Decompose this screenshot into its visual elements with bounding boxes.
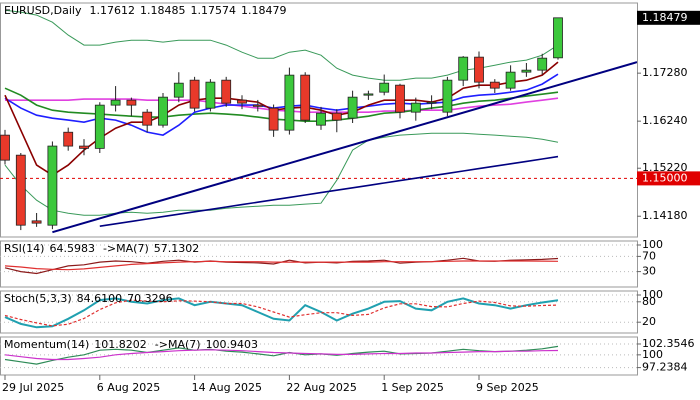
- plot-area: [0, 9, 637, 234]
- candle-body: [316, 112, 326, 126]
- candle-body: [31, 220, 42, 224]
- candle-body: [458, 56, 469, 81]
- candle-body: [426, 101, 437, 104]
- candle-body: [252, 104, 263, 107]
- line-series: [4, 345, 559, 365]
- line-series: [5, 97, 559, 113]
- ma-title: ->MA(7): [155, 338, 201, 351]
- candle-body: [300, 74, 311, 121]
- candle-body: [79, 145, 89, 149]
- y-tick-label: 20: [642, 315, 656, 328]
- readout: 101.8202: [94, 338, 147, 351]
- candle-body: [442, 79, 453, 113]
- ohlc-value: 1.18479: [241, 4, 287, 17]
- y-tick-label: 100: [642, 238, 663, 251]
- line-series: [4, 297, 559, 329]
- candle-body: [489, 81, 500, 89]
- candle-body: [15, 154, 26, 226]
- trendline: [52, 61, 637, 234]
- candle-body: [395, 84, 405, 113]
- chart-header: EURUSD,Daily 1.17612 1.18485 1.17574 1.18479: [4, 4, 286, 17]
- y-tick-label: 100: [642, 348, 663, 361]
- y-tick-label: 80: [642, 295, 656, 308]
- candle-body: [521, 69, 532, 73]
- panel-title: Stoch(5,3,3): [4, 292, 72, 305]
- panel-header: Stoch(5,3,3) 84.6100 70.3296: [4, 292, 173, 305]
- candle-body: [474, 56, 484, 83]
- readout: 100.9403: [206, 338, 259, 351]
- line-series: [99, 155, 559, 227]
- panel-title: RSI(14): [4, 242, 44, 255]
- line-series: [4, 299, 559, 327]
- line-series: [4, 132, 559, 216]
- y-tick-label: 1.14180: [642, 209, 688, 222]
- readout: 57.1302: [154, 242, 200, 255]
- ma-title: ->MA(7): [103, 242, 149, 255]
- candle-body: [363, 93, 374, 96]
- candle-body: [410, 102, 421, 113]
- readout: 70.3296: [127, 292, 173, 305]
- candle-body: [0, 134, 10, 161]
- panel-title: Momentum(14): [4, 338, 89, 351]
- line-series: [4, 260, 559, 271]
- candle-body: [158, 96, 168, 126]
- x-tick-label: 22 Aug 2025: [286, 381, 356, 394]
- level-tag: [637, 171, 700, 186]
- line-series: [4, 349, 559, 361]
- y-tick-label: 1.15220: [642, 161, 688, 174]
- x-tick-label: 9 Sep 2025: [476, 381, 539, 394]
- panel-frame: [0, 2, 638, 238]
- candle-body: [553, 17, 563, 59]
- y-tick-label: 1.16240: [642, 114, 688, 127]
- candle-body: [379, 82, 390, 93]
- x-tick-label: 6 Aug 2025: [97, 381, 160, 394]
- candle-body: [47, 145, 58, 226]
- ohlc-value: 1.17574: [190, 4, 236, 17]
- candle-body: [142, 111, 153, 126]
- candle-body: [126, 99, 137, 106]
- y-tick-label: 30: [642, 265, 656, 278]
- price-tag: [637, 10, 700, 25]
- ohlc-value: 1.17612: [89, 4, 135, 17]
- candle-body: [347, 96, 358, 119]
- panel-header: RSI(14) 64.5983 ->MA(7) 57.1302: [4, 242, 199, 255]
- panel-frame: [0, 240, 638, 288]
- y-tick-label: 100: [642, 288, 663, 301]
- candle-body: [537, 57, 548, 71]
- panel-header: Momentum(14) 101.8202 ->MA(7) 100.9403: [4, 338, 258, 351]
- y-tick-label: 1.17280: [642, 66, 688, 79]
- candle-body: [237, 99, 247, 104]
- readout: 64.5983: [49, 242, 95, 255]
- panel-frame: [0, 290, 638, 334]
- ohlc-value: 1.18485: [140, 4, 186, 17]
- candle-body: [189, 79, 200, 109]
- candle-body: [205, 81, 216, 109]
- symbol: EURUSD,Daily: [4, 4, 82, 17]
- candle-body: [63, 131, 74, 147]
- y-tick-label: 97.2384: [642, 361, 688, 374]
- x-tick-label: 29 Jul 2025: [2, 381, 64, 394]
- x-tick-label: 14 Aug 2025: [192, 381, 262, 394]
- candle-body: [268, 107, 279, 131]
- panel-frame: [0, 336, 638, 376]
- candle-body: [173, 82, 184, 98]
- y-tick-label: 102.3546: [642, 337, 695, 350]
- readout: 84.6100: [77, 292, 123, 305]
- y-tick-label: 70: [642, 249, 656, 262]
- x-tick-label: 1 Sep 2025: [381, 381, 444, 394]
- candle-body: [284, 74, 295, 131]
- candle-body: [221, 79, 232, 104]
- candle-body: [331, 112, 342, 121]
- candle-body: [94, 104, 105, 149]
- price-tag-label: 1.18479: [642, 11, 688, 24]
- candle-body: [505, 71, 516, 89]
- level-tag-label: 1.15000: [642, 171, 688, 184]
- candle-body: [110, 99, 121, 106]
